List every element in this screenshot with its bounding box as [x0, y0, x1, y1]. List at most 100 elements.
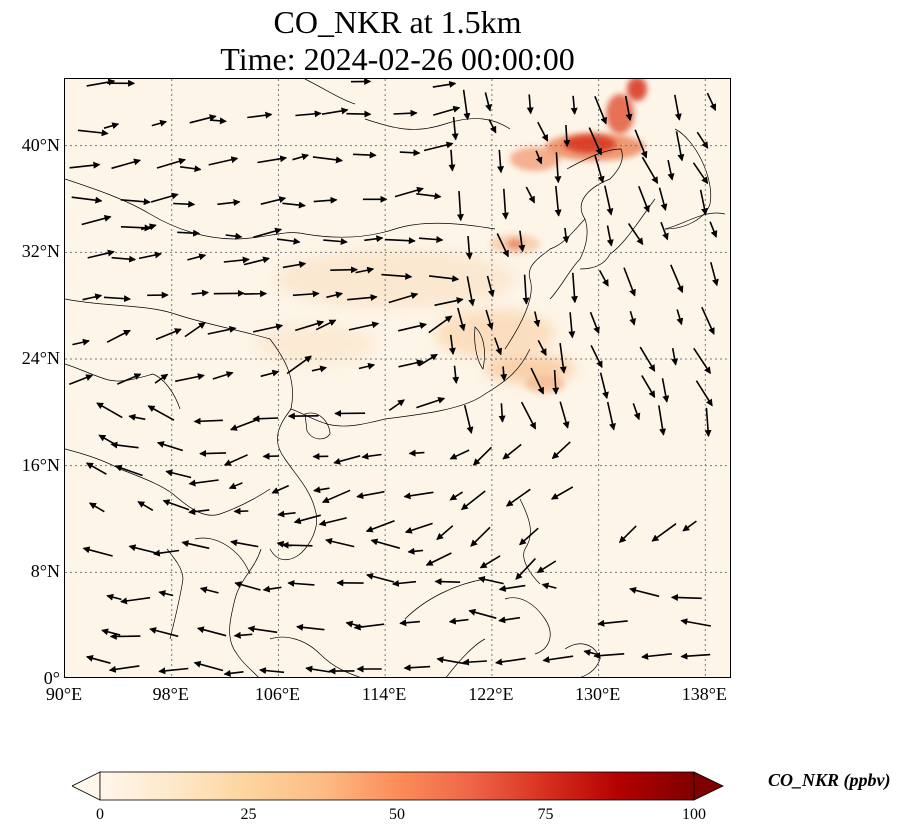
wind-vector-arrow [257, 155, 288, 164]
wind-vector-arrow [675, 131, 685, 162]
wind-vector-arrow [86, 79, 116, 87]
wind-vector-arrow [670, 594, 702, 601]
wind-vector-arrow [436, 525, 454, 541]
wind-vector-arrow [661, 378, 670, 403]
wind-vector-arrow [416, 192, 442, 200]
wind-vector-arrow [498, 616, 521, 624]
wind-vector-arrow [554, 185, 562, 217]
wind-vector-arrow [570, 272, 578, 304]
wind-vector-arrow [594, 95, 607, 125]
wind-vector-arrow [563, 124, 571, 148]
wind-vector-arrow [150, 192, 179, 203]
wind-vector-arrow [247, 111, 273, 119]
wind-vector-arrow [111, 158, 141, 170]
wind-vector-arrow [588, 127, 602, 156]
wind-vector-arrow [599, 372, 609, 400]
wind-vector-arrow [399, 619, 420, 627]
lat-lon-gridlines [65, 79, 730, 677]
wind-vector-arrow [559, 342, 567, 374]
wind-vector-arrow [466, 276, 476, 307]
wind-vector-arrow [208, 156, 239, 166]
wind-vector-arrow [179, 165, 202, 173]
wind-vector-arrow [313, 196, 338, 204]
wind-vector-arrow [416, 396, 446, 409]
wind-vector-arrow [407, 547, 424, 555]
map-canvas [65, 79, 730, 677]
wind-vector-arrow [323, 238, 348, 246]
wind-vector-arrow [530, 367, 545, 395]
wind-vector-arrow [641, 375, 656, 399]
wind-vector-arrow [388, 292, 419, 304]
wind-vector-arrow [408, 449, 425, 457]
wind-vector-arrow [658, 187, 668, 211]
wind-vector-arrow [212, 371, 234, 380]
latitude-tick-label: 32°N [21, 241, 60, 262]
wind-vector-arrow [479, 555, 501, 569]
wind-vector-arrow [158, 590, 174, 597]
wind-vector-arrow [243, 290, 268, 298]
wind-vector-arrow [682, 520, 697, 532]
wind-vector-arrow [526, 94, 534, 115]
wind-vector-arrow [82, 546, 113, 557]
wind-vector-arrow [321, 107, 349, 115]
wind-vector-arrow [69, 161, 101, 169]
wind-vector-arrow [292, 153, 310, 161]
longitude-tick-label: 122°E [468, 684, 514, 704]
wind-vector-arrow [293, 514, 322, 525]
wind-vector-arrow [692, 162, 709, 185]
wind-vector-arrow [77, 129, 109, 137]
wind-vector-arrow [165, 469, 192, 479]
wind-vector-arrow [315, 319, 337, 331]
map-title-line-2: Time: 2024-02-26 00:00:00 [220, 41, 575, 77]
wind-vector-arrow [296, 623, 325, 631]
wind-vector-arrow [321, 489, 351, 504]
wind-vector-arrow [276, 237, 301, 245]
wind-vector-arrow [223, 669, 244, 677]
wind-vector-arrow [470, 526, 491, 547]
wind-vector-arrow [423, 141, 454, 152]
wind-vector-arrow [465, 236, 473, 260]
wind-vector-arrow [69, 374, 94, 386]
wind-vector-arrow [472, 446, 493, 466]
wind-vector-arrow [225, 232, 243, 240]
wind-vector-arrow [658, 405, 667, 436]
wind-vector-arrow [484, 92, 492, 112]
wind-vector-arrow [429, 275, 460, 283]
colorbar-max-extend [693, 771, 724, 801]
wind-vector-arrow [318, 517, 347, 527]
wind-vector-arrow [502, 443, 522, 460]
wind-vector-arrow [477, 575, 504, 585]
wind-vector-arrow [456, 191, 464, 222]
wind-vector-arrow [193, 417, 223, 425]
colorbar [72, 771, 724, 801]
wind-vector-arrow [162, 499, 190, 511]
wind-vector-arrow [151, 119, 168, 127]
wind-vector-arrow [486, 275, 495, 298]
map-panel [64, 78, 731, 678]
wind-vector-arrow [72, 338, 90, 346]
wind-vector-arrow [388, 399, 405, 412]
wind-vector-arrow [294, 320, 325, 332]
wind-vector-arrow [156, 441, 184, 452]
wind-vector-arrow [353, 623, 385, 631]
wind-vector-arrow [641, 156, 659, 184]
wind-vector-arrow [173, 200, 196, 208]
wind-vector-arrow [695, 380, 713, 407]
wind-vector-arrow [590, 345, 603, 369]
wind-vector-arrow [501, 188, 509, 220]
wind-vector-arrow [460, 490, 486, 511]
wind-vector-arrow [463, 405, 474, 434]
wind-vector-arrow [495, 657, 526, 666]
wind-vector-arrow [365, 519, 395, 533]
wind-vector-arrow [448, 617, 469, 625]
wind-vector-arrow [188, 479, 219, 487]
wind-vector-arrow [147, 405, 175, 421]
wind-vector-arrow [641, 652, 672, 660]
wind-vector-arrow [138, 251, 162, 260]
wind-vector-arrow [149, 627, 179, 638]
wind-vector-arrow [632, 403, 641, 421]
wind-vector-arrow [209, 117, 227, 125]
wind-vector-arrow [187, 253, 207, 261]
wind-vector-arrow [634, 129, 648, 159]
wind-vector-arrow [451, 116, 459, 141]
